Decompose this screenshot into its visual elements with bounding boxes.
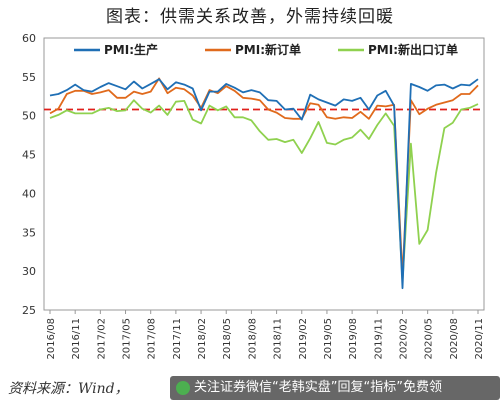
x-tick-label: 2017/05 [122, 318, 133, 360]
watermark-text: 关注证券微信“老韩实盘”回复“指标”免费领 [194, 380, 442, 395]
series-line [49, 78, 479, 290]
legend-label: PMI:新出口订单 [368, 42, 458, 57]
x-tick-label: 2019/11 [373, 318, 384, 360]
x-tick-label: 2020/11 [474, 318, 485, 360]
x-tick-label: 2019/05 [323, 318, 334, 360]
axis-layer: 25 30 35 40 45 50 55 60 2016/08 2016/11 2017/02 201… [22, 32, 485, 360]
y-tick-label: 35 [22, 226, 36, 239]
x-tick-label: 2020/02 [398, 318, 409, 360]
x-tick-label: 2019/02 [298, 318, 309, 360]
series-layer [49, 77, 479, 290]
legend: PMI:生产 PMI:新订单 PMI:新出口订单 [74, 42, 458, 57]
x-tick-label: 2020/08 [449, 318, 460, 360]
x-tick-label: 2017/02 [96, 318, 107, 360]
chart-title: 图表：供需关系改善，外需持续回暖 [106, 7, 394, 27]
x-tick-label: 2018/02 [197, 318, 208, 360]
legend-label: PMI:新订单 [235, 42, 301, 57]
y-tick-label: 45 [22, 149, 36, 162]
y-tick-label: 60 [22, 32, 36, 45]
x-tick-label: 2017/11 [172, 318, 183, 360]
x-tick-label: 2019/08 [348, 318, 359, 360]
x-tick-label: 2020/05 [424, 318, 435, 360]
plot-border [43, 37, 485, 311]
watermark-banner: 关注证券微信“老韩实盘”回复“指标”免费领 [170, 376, 500, 400]
x-tick-label: 2017/08 [147, 318, 158, 360]
x-tick-label: 2016/08 [46, 318, 57, 360]
wechat-icon [176, 381, 190, 395]
x-tick-label: 2018/05 [222, 318, 233, 360]
legend-label: PMI:生产 [104, 42, 158, 57]
y-tick-label: 25 [22, 304, 36, 317]
x-tick-label: 2018/11 [273, 318, 284, 360]
source-note: 资料来源：Wind， [8, 381, 129, 397]
plot-frame [43, 37, 485, 311]
x-tick-label: 2018/08 [247, 318, 258, 360]
series-line [49, 99, 479, 283]
line-chart: 25 30 35 40 45 50 55 60 2016/08 2016/11 2017/02 201… [22, 32, 485, 360]
y-tick-label: 40 [22, 187, 36, 200]
y-tick-label: 55 [22, 71, 36, 84]
y-tick-label: 50 [22, 110, 36, 123]
x-tick-label: 2016/11 [71, 318, 82, 360]
y-tick-label: 30 [22, 265, 36, 278]
